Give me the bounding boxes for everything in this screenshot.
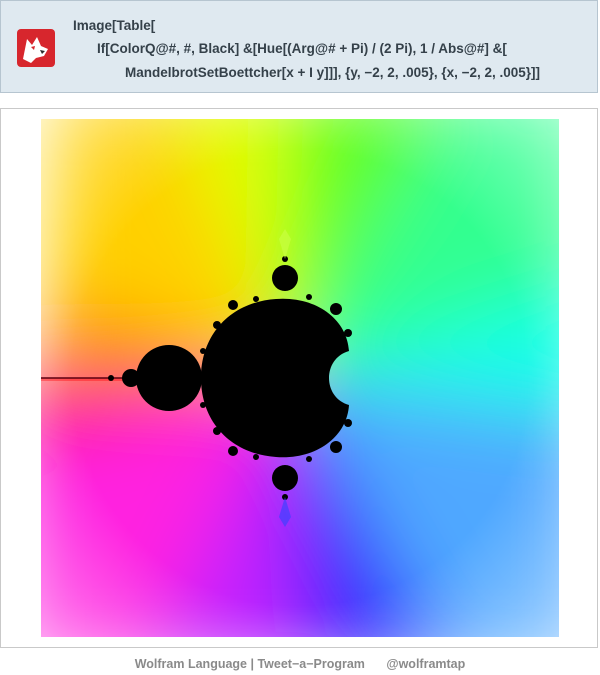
output-cell: [0, 108, 598, 648]
footer-brand: Wolfram Language | Tweet−a−Program: [134, 657, 365, 671]
code-line-3: MandelbrotSetBoettcher[x + I y]]], {y, −…: [125, 65, 541, 80]
code-line-1: Image[Table[: [73, 18, 156, 33]
footer: Wolfram Language | Tweet−a−Program @wolf…: [0, 657, 600, 671]
code-line-2: If[ColorQ@#, #, Black] &[Hue[(Arg@# + Pi…: [97, 41, 507, 56]
wolf-icon: [17, 29, 55, 67]
input-cell[interactable]: Image[Table[ If[ColorQ@#, #, Black] &[Hu…: [0, 0, 598, 93]
mandelbrot-image: [41, 119, 559, 637]
footer-handle[interactable]: @wolframtap: [386, 657, 466, 671]
